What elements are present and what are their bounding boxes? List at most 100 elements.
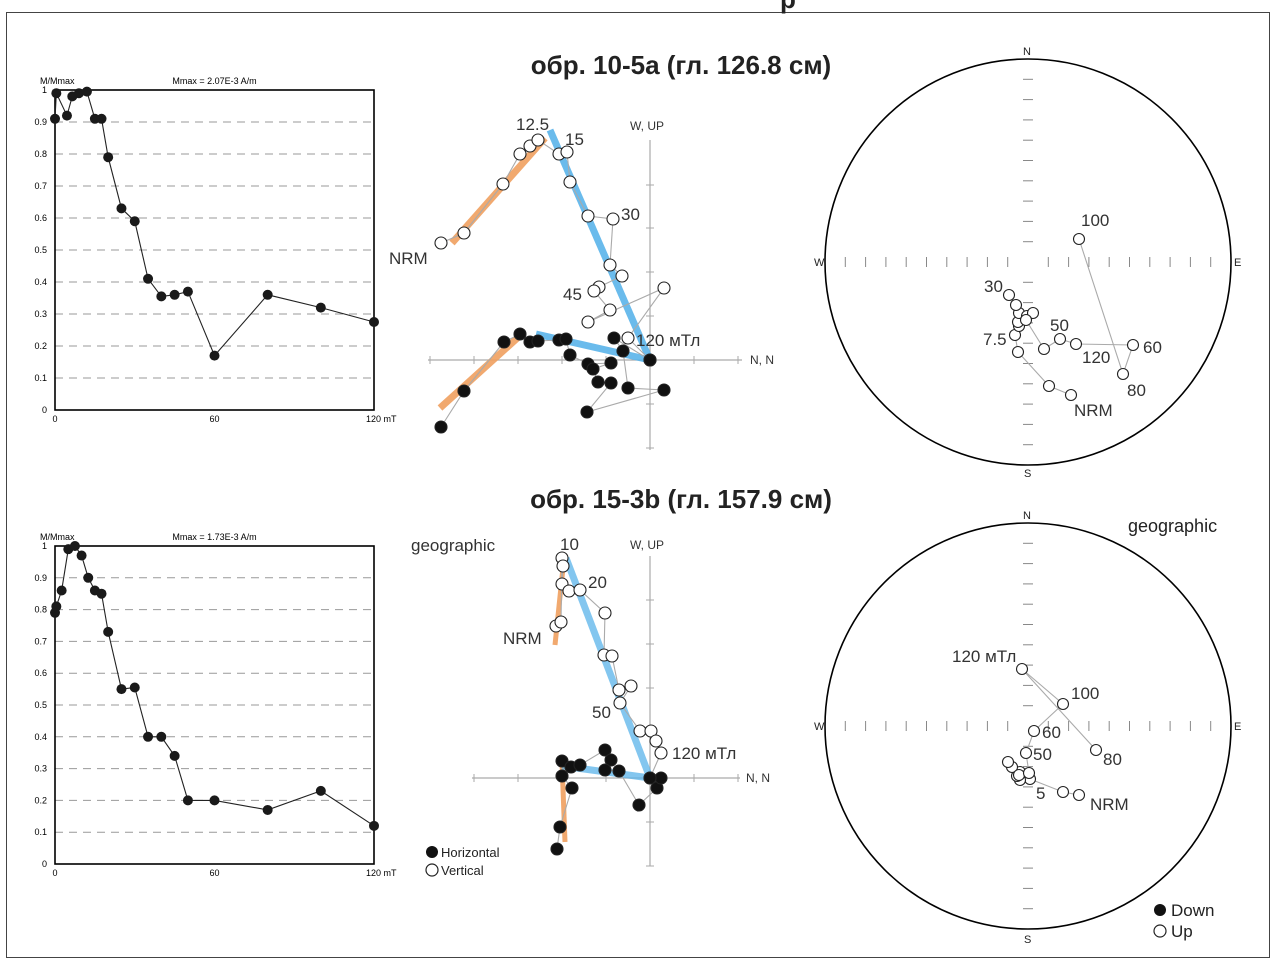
stereo-label: 5 [1036,784,1045,803]
zijd-label: NRM [503,629,542,648]
horizontal-projection-point [586,362,600,376]
data-point [156,731,167,742]
horizontal-projection-point [555,754,569,768]
stereo-label: 60 [1042,723,1061,742]
stereo-label: 7.5 [983,330,1007,349]
vertical-projection-point [606,212,620,226]
vertical-projection-point [615,269,629,283]
direction-point [1019,313,1033,327]
direction-point [1001,755,1015,769]
vertical-projection-point [556,559,570,573]
y-tick-label: 0.2 [34,341,47,351]
vertical-projection-point [603,303,617,317]
horizontal-projection-point [559,332,573,346]
direction-point [1019,746,1033,760]
direction-point [1011,345,1025,359]
direction-point [1056,785,1070,799]
y-tick-label: 0.5 [34,700,47,710]
vertical-projection-point [560,145,574,159]
data-point [143,273,154,284]
vertical-projection-point [513,147,527,161]
zijd-axis-up-label: W, UP [630,538,664,552]
vertical-projection-point [457,226,471,240]
zijd-axis-n-label: N, N [746,771,770,785]
horizontal-projection-point [573,758,587,772]
vertical-projection-point [654,746,668,760]
data-point [315,302,326,313]
horizontal-projection-point [604,356,618,370]
y-tick-label: 1 [42,85,47,95]
vertical-projection-point [562,584,576,598]
y-tick-label: 0.4 [34,732,47,742]
data-point [169,289,180,300]
x-tick-label: 120 mT [366,414,397,424]
data-point [182,286,193,297]
stereo-label: 50 [1050,316,1069,335]
horizontal-projection-point [513,327,527,341]
horizontal-projection-point [598,763,612,777]
vertical-projection-point [554,615,568,629]
zijd-axis-n-label: N, N [750,353,774,367]
y-tick-label: 1 [42,541,47,551]
direction-point [1089,743,1103,757]
legend-down-marker [1154,904,1166,916]
data-point [103,626,114,637]
horizontal-projection-point [563,348,577,362]
data-point [129,682,140,693]
magnetization-line [54,90,375,357]
vertical-projection-point [657,281,671,295]
y-tick-label: 0.2 [34,795,47,805]
horizontal-projection-point [643,353,657,367]
data-point [73,88,84,99]
data-point [76,550,87,561]
data-point [50,113,60,124]
zijd-label: 20 [588,573,607,592]
mmax-label: Mmax = 1.73E-3 A/m [172,532,256,542]
y-tick-label: 0.1 [34,827,47,837]
direction-point [1116,367,1130,381]
stereo-label: NRM [1090,795,1129,814]
y-tick-label: 0.1 [34,373,47,383]
vertical-projection-point [598,606,612,620]
data-point [56,585,67,596]
plot-frame [54,89,375,411]
coord-system-label: geographic [411,536,496,555]
legend-down-label: Down [1171,901,1214,920]
y-tick-label: 0.6 [34,213,47,223]
magnetization-line [54,545,375,827]
y-tick-label: 0.9 [34,573,47,583]
data-point [51,88,62,99]
horizontal-projection-point [612,764,626,778]
coord-system-label: geographic [1128,516,1217,536]
zijd-label: 50 [592,703,611,722]
vertical-projection-point [605,649,619,663]
pca-line-late-vertical [546,128,654,362]
direction-point [1069,337,1083,351]
stereo-label: 100 [1071,684,1099,703]
legend-vertical-marker [425,863,439,877]
data-point [315,785,326,796]
pca-line-early-horizontal [437,329,527,411]
data-point [156,291,167,302]
vertical-projection-point [649,734,663,748]
x-tick-label: 60 [209,868,219,878]
legend-up-marker [1153,924,1167,938]
data-point [143,731,154,742]
data-point [182,795,193,806]
legend-vertical-label: Vertical [441,863,484,878]
y-tick-label: 0.4 [34,277,47,287]
data-point [51,601,62,612]
horizontal-projection-point [632,798,646,812]
east-label: E [1234,721,1241,733]
direction-point [1056,697,1070,711]
y-tick-label: 0 [42,859,47,869]
legend-horizontal-label: Horizontal [441,845,500,860]
horizontal-projection-point [657,383,671,397]
stereo-label: 60 [1143,338,1162,357]
zijd-label: 12.5 [516,115,549,134]
y-tick-label: 0.8 [34,605,47,615]
stereo-label: 50 [1033,745,1052,764]
direction-point [1002,288,1016,302]
stereo-label: 120 [1082,348,1110,367]
